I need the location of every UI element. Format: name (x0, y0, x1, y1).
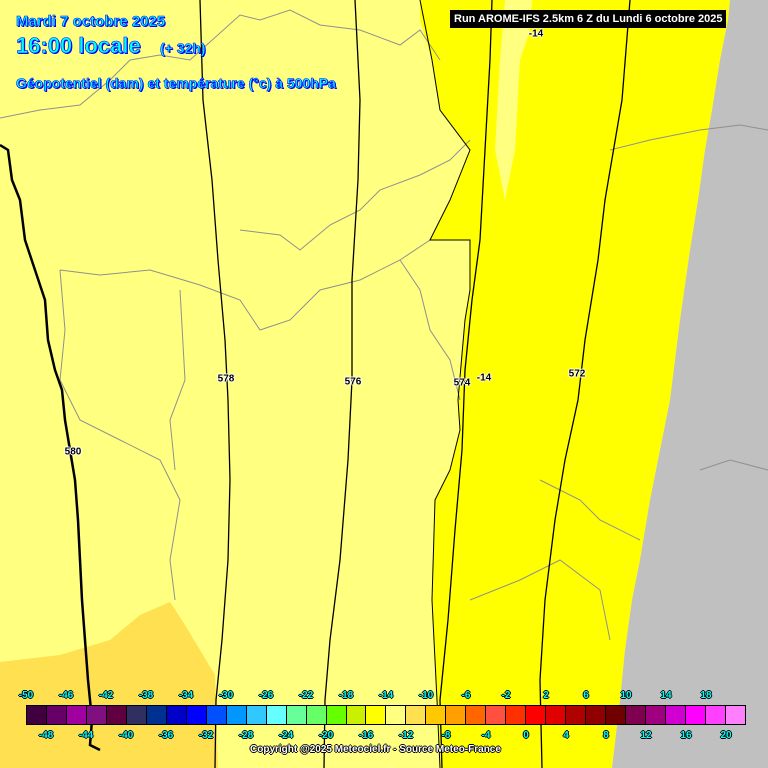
contour-label-578: 578 (217, 373, 235, 385)
scale-label-bottom: -24 (278, 730, 294, 741)
color-swatch (286, 706, 307, 724)
color-swatch (146, 706, 167, 724)
outside-domain-area (612, 0, 768, 768)
contour-580 (0, 143, 101, 752)
scale-label-bottom: -36 (158, 730, 174, 741)
scale-label-bottom: -20 (318, 730, 334, 741)
scale-label-top: -46 (58, 690, 74, 701)
copyright: Copyright @2025 Meteociel.fr - Source Me… (250, 744, 501, 755)
color-swatch (725, 706, 745, 724)
scale-label-bottom: -4 (481, 730, 491, 741)
color-swatch (126, 706, 147, 724)
scale-label-top: -38 (138, 690, 154, 701)
temperature-label-minus14: -14 (476, 372, 492, 384)
contour-578 (199, 0, 231, 768)
color-swatch (86, 706, 107, 724)
forecast-date: Mardi 7 octobre 2025 (16, 13, 166, 31)
scale-label-bottom: 4 (563, 730, 569, 741)
scale-label-top: 6 (583, 690, 589, 701)
scale-label-bottom: -44 (78, 730, 94, 741)
color-swatch (506, 706, 527, 724)
color-swatch (166, 706, 187, 724)
scale-label-top: -18 (338, 690, 354, 701)
scale-label-bottom: 20 (720, 730, 732, 741)
color-swatch (526, 706, 547, 724)
scale-label-bottom: -8 (441, 730, 451, 741)
scale-label-top: -14 (378, 690, 394, 701)
color-swatch (646, 706, 666, 724)
scale-label-top: 2 (543, 690, 549, 701)
color-swatch (705, 706, 726, 724)
color-swatch (366, 706, 387, 724)
scale-label-bottom: 16 (680, 730, 692, 741)
color-swatch (306, 706, 327, 724)
color-swatch (685, 706, 706, 724)
temperature-label-minus14-top: -14 (528, 28, 544, 40)
scale-label-top: -30 (218, 690, 234, 701)
scale-label-top: -6 (461, 690, 471, 701)
color-swatch (106, 706, 127, 724)
contour-label-572: 572 (568, 368, 586, 380)
run-info: Run AROME-IFS 2.5km 6 Z du Lundi 6 octob… (450, 10, 726, 28)
color-swatch (266, 706, 287, 724)
contour-label-576: 576 (344, 376, 362, 388)
color-swatch (666, 706, 686, 724)
contour-label-580: 580 (64, 446, 82, 458)
scale-label-bottom: -40 (118, 730, 134, 741)
scale-label-top: -50 (18, 690, 34, 701)
scale-label-top: -42 (98, 690, 114, 701)
color-swatch (66, 706, 87, 724)
scale-label-bottom: 12 (640, 730, 652, 741)
color-swatch (446, 706, 467, 724)
scale-label-top: 14 (660, 690, 672, 701)
color-swatch (626, 706, 647, 724)
scale-label-bottom: -12 (398, 730, 414, 741)
contour-minus14 (419, 0, 471, 768)
color-swatch (566, 706, 587, 724)
scale-label-top: -10 (418, 690, 434, 701)
color-swatch (186, 706, 207, 724)
contour-label-574: 574 (453, 377, 471, 389)
scale-label-bottom: -16 (358, 730, 374, 741)
pale-tongue-area (495, 0, 532, 200)
scale-label-top: 10 (620, 690, 632, 701)
scale-label-bottom: 8 (603, 730, 609, 741)
scale-label-bottom: -28 (238, 730, 254, 741)
parameter-title: Géopotentiel (dam) et température (°c) à… (16, 75, 337, 92)
scale-label-bottom: -48 (38, 730, 54, 741)
color-swatch (426, 706, 447, 724)
color-swatch (606, 706, 627, 724)
color-swatch (246, 706, 267, 724)
contour-572 (539, 0, 631, 768)
color-swatch (346, 706, 367, 724)
scale-label-top: 18 (700, 690, 712, 701)
contour-574 (439, 0, 493, 768)
warm-band-area (420, 0, 730, 768)
scale-label-top: -22 (298, 690, 314, 701)
color-swatch (226, 706, 247, 724)
color-swatch (546, 706, 567, 724)
color-swatch (386, 706, 407, 724)
color-swatch (27, 706, 47, 724)
color-swatch (406, 706, 427, 724)
scale-label-bottom: -32 (198, 730, 214, 741)
contour-576 (323, 0, 361, 768)
scale-label-top: -2 (501, 690, 511, 701)
color-swatch (586, 706, 607, 724)
lead-time: (+ 32h) (160, 40, 206, 57)
color-swatch (466, 706, 487, 724)
color-swatch (326, 706, 347, 724)
scale-label-top: -34 (178, 690, 194, 701)
contour-lines (0, 0, 631, 768)
color-swatch (486, 706, 507, 724)
color-scale (26, 705, 746, 725)
scale-label-top: -26 (258, 690, 274, 701)
forecast-time: 16:00 locale (16, 33, 141, 59)
scale-label-bottom: 0 (523, 730, 529, 741)
cold-patch-area (0, 602, 218, 768)
color-swatch (46, 706, 67, 724)
color-swatch (206, 706, 227, 724)
